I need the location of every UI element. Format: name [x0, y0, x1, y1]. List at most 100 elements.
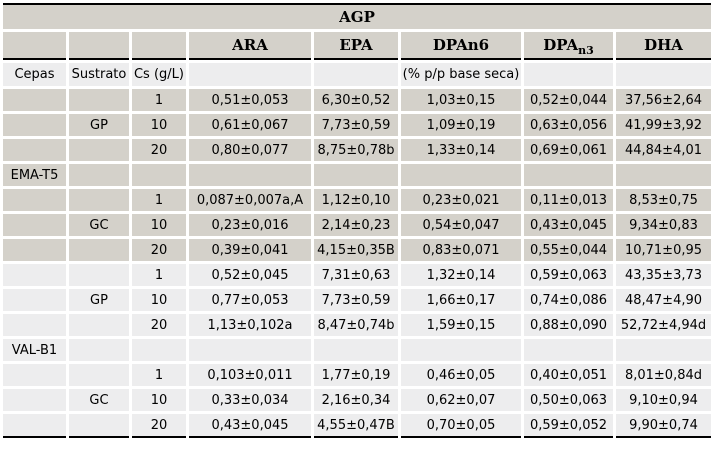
cell-cepa	[3, 89, 66, 111]
cell-dha: 37,56±2,64	[616, 89, 711, 111]
cell-ara	[189, 339, 311, 361]
subheader-cepas: Cepas	[3, 63, 66, 86]
cell-sustrato	[69, 414, 129, 438]
cell-epa	[314, 164, 398, 186]
table-row: 20 0,39±0,041 4,15±0,35B 0,83±0,071 0,55±0,0…	[3, 239, 711, 261]
cell-ara: 0,77±0,053	[189, 289, 311, 311]
cell-ara: 0,23±0,016	[189, 214, 311, 236]
header-empty-sustrato	[69, 32, 129, 60]
cell-dpan3: 0,55±0,044	[524, 239, 613, 261]
cell-ara	[189, 164, 311, 186]
cell-dpan3: 0,43±0,045	[524, 214, 613, 236]
cell-cs: 1	[132, 189, 186, 211]
cell-dpan3: 0,59±0,063	[524, 264, 613, 286]
table-row: GP 10 0,77±0,053 7,73±0,59 1,66±0,17 0,74±0,0…	[3, 289, 711, 311]
cell-dpan6: 0,46±0,05	[401, 364, 521, 386]
cell-cs: 20	[132, 239, 186, 261]
cell-ara: 0,33±0,034	[189, 389, 311, 411]
table-row: 20 0,80±0,077 8,75±0,78b 1,33±0,14 0,69±0,06…	[3, 139, 711, 161]
cell-sustrato: GP	[69, 289, 129, 311]
cell-sustrato: GC	[69, 389, 129, 411]
cell-epa: 4,15±0,35B	[314, 239, 398, 261]
cell-epa: 1,12±0,10	[314, 189, 398, 211]
cell-sustrato	[69, 264, 129, 286]
subheader-row: Cepas Sustrato Cs (g/L) (% p/p base seca…	[3, 63, 711, 86]
cell-cepa	[3, 414, 66, 438]
dpan3-subscript: n3	[578, 44, 594, 57]
cell-dpan6: 1,33±0,14	[401, 139, 521, 161]
cell-dpan3: 0,11±0,013	[524, 189, 613, 211]
subheader-empty-dpan3	[524, 63, 613, 86]
subheader-empty-ara	[189, 63, 311, 86]
cell-epa: 7,73±0,59	[314, 289, 398, 311]
cell-sustrato	[69, 189, 129, 211]
col-header-dpan6: DPAn6	[401, 32, 521, 60]
cell-epa: 2,14±0,23	[314, 214, 398, 236]
table-title: AGP	[3, 3, 711, 29]
cell-epa	[314, 339, 398, 361]
cell-dpan6	[401, 339, 521, 361]
cell-dpan3: 0,69±0,061	[524, 139, 613, 161]
cell-dha: 9,34±0,83	[616, 214, 711, 236]
cell-dpan3: 0,52±0,044	[524, 89, 613, 111]
cell-ara: 0,103±0,011	[189, 364, 311, 386]
cell-dpan6: 1,09±0,19	[401, 114, 521, 136]
cell-cs	[132, 164, 186, 186]
cell-dpan6: 1,59±0,15	[401, 314, 521, 336]
cell-sustrato: GP	[69, 114, 129, 136]
cell-cepa	[3, 214, 66, 236]
cell-sustrato	[69, 164, 129, 186]
table-row: 1 0,087±0,007a,A 1,12±0,10 0,23±0,021 0,11±0…	[3, 189, 711, 211]
cell-epa: 8,47±0,74b	[314, 314, 398, 336]
cell-cs: 1	[132, 264, 186, 286]
col-header-epa: EPA	[314, 32, 398, 60]
cell-cs: 10	[132, 114, 186, 136]
cell-cs: 10	[132, 289, 186, 311]
subheader-empty-dha	[616, 63, 711, 86]
table-row: 20 0,43±0,045 4,55±0,47B 0,70±0,05 0,59±0,05…	[3, 414, 711, 438]
unit-note: (% p/p base seca)	[401, 63, 521, 86]
cell-cs: 10	[132, 389, 186, 411]
cell-dpan3	[524, 164, 613, 186]
cell-sustrato	[69, 364, 129, 386]
cell-sustrato	[69, 139, 129, 161]
cell-dpan3: 0,40±0,051	[524, 364, 613, 386]
cell-cepa: EMA-T5	[3, 164, 66, 186]
cell-dha: 8,01±0,84d	[616, 364, 711, 386]
cell-ara: 0,80±0,077	[189, 139, 311, 161]
cell-cepa	[3, 314, 66, 336]
cell-sustrato	[69, 314, 129, 336]
header-empty-cepa	[3, 32, 66, 60]
cell-sustrato	[69, 239, 129, 261]
subheader-sustrato: Sustrato	[69, 63, 129, 86]
cell-cs: 1	[132, 89, 186, 111]
dpan3-base-text: DPA	[543, 36, 579, 54]
cell-cepa	[3, 264, 66, 286]
cell-dpan6: 0,62±0,07	[401, 389, 521, 411]
strain-label-row: VAL-B1	[3, 339, 711, 361]
col-header-ara: ARA	[189, 32, 311, 60]
table-row: 1 0,51±0,053 6,30±0,52 1,03±0,15 0,52±0,044 3…	[3, 89, 711, 111]
cell-epa: 8,75±0,78b	[314, 139, 398, 161]
table-row: GC 10 0,23±0,016 2,14±0,23 0,54±0,047 0,43±0,…	[3, 214, 711, 236]
cell-cepa	[3, 239, 66, 261]
cell-dpan6: 0,54±0,047	[401, 214, 521, 236]
cell-ara: 0,43±0,045	[189, 414, 311, 438]
cell-dpan6: 1,03±0,15	[401, 89, 521, 111]
cell-sustrato	[69, 89, 129, 111]
cell-dha: 44,84±4,01	[616, 139, 711, 161]
cell-epa: 7,73±0,59	[314, 114, 398, 136]
cell-dha: 48,47±4,90	[616, 289, 711, 311]
cell-cepa	[3, 189, 66, 211]
cell-sustrato	[69, 339, 129, 361]
cell-dha: 9,10±0,94	[616, 389, 711, 411]
col-header-dha: DHA	[616, 32, 711, 60]
cell-dha: 43,35±3,73	[616, 264, 711, 286]
cell-cs: 20	[132, 139, 186, 161]
cell-epa: 2,16±0,34	[314, 389, 398, 411]
cell-epa: 1,77±0,19	[314, 364, 398, 386]
cell-dha: 8,53±0,75	[616, 189, 711, 211]
table-row: GC 10 0,33±0,034 2,16±0,34 0,62±0,07 0,50±0,0…	[3, 389, 711, 411]
table-row: 1 0,103±0,011 1,77±0,19 0,46±0,05 0,40±0,051…	[3, 364, 711, 386]
cell-cs: 20	[132, 314, 186, 336]
